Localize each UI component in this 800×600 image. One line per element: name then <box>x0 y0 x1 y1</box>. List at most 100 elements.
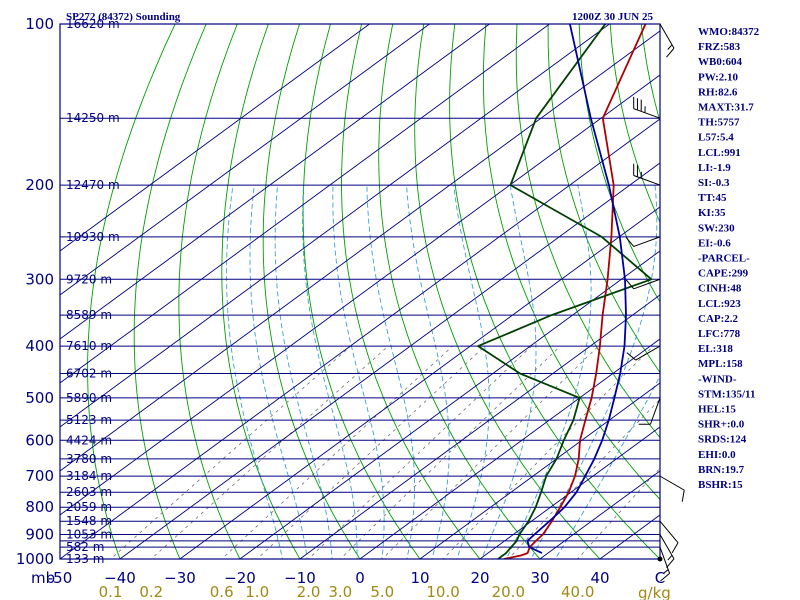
index-line: KI:35 <box>698 207 726 219</box>
index-line: -WIND- <box>698 373 737 385</box>
wind-barb-staff <box>633 278 661 290</box>
isotherm <box>60 30 660 472</box>
plot-frame <box>59 23 661 560</box>
mixing-ratio-line <box>442 345 654 559</box>
pressure-tick-label: 500 <box>25 389 54 407</box>
moist-adiabat <box>481 185 537 559</box>
isotherm <box>60 74 660 516</box>
mixing-ratio-tick-label: 0.6 <box>210 583 234 600</box>
index-line: EHI:0.0 <box>698 449 736 461</box>
temperature-tick-label: 20 <box>470 569 489 587</box>
height-label: 16620 m <box>66 17 120 31</box>
wind-barb-staff <box>659 23 675 49</box>
index-line: HEL:15 <box>698 404 736 416</box>
dewpoint-trace <box>477 24 653 559</box>
mixing-ratio-tick-label: 0.2 <box>139 583 163 600</box>
dry-adiabat <box>302 24 421 559</box>
index-line: TT:45 <box>698 192 727 204</box>
wind-barb-flag <box>626 352 637 361</box>
wind-barb-staff <box>659 475 685 491</box>
moist-adiabat <box>366 185 415 559</box>
mixing-ratio-line <box>381 345 599 559</box>
height-label: 8589 m <box>66 308 112 322</box>
temperature-tick-label: −30 <box>164 569 196 587</box>
moist-adiabat <box>530 185 658 559</box>
wind-barbs <box>625 23 685 582</box>
wind-barb-flag <box>666 47 675 58</box>
isotherm <box>60 24 550 384</box>
wind-barb-flag <box>681 490 685 502</box>
wind-barb-flag <box>666 558 675 569</box>
wind-barb <box>633 96 661 119</box>
wind-barb-half <box>662 569 669 574</box>
wind-barb <box>625 236 661 247</box>
wind-barb-half <box>667 44 673 50</box>
wind-barb-flag <box>625 237 635 247</box>
height-label: 3780 m <box>66 452 112 466</box>
temperature-tick-label: 0 <box>355 569 365 587</box>
height-label: 3184 m <box>66 469 112 483</box>
mixing-ratio-line <box>150 345 389 559</box>
height-label: 2603 m <box>66 485 112 499</box>
mixing-ratio-tick-label: 2.0 <box>297 583 321 600</box>
isotherms <box>60 24 660 559</box>
pressure-tick-labels: 100 200 300 400 500 600 700 800 900 1000 <box>16 15 54 568</box>
mixing-ratio-tick-label: 10.0 <box>426 583 459 600</box>
moist-adiabat <box>505 185 592 559</box>
wind-barb-flag <box>671 542 679 554</box>
index-line: MAXT:31.7 <box>698 102 754 114</box>
wind-barb-staff <box>659 520 679 544</box>
dry-adiabat <box>578 24 660 303</box>
isotherm <box>599 514 660 559</box>
mixing-ratio-unit: g/kg <box>638 584 671 600</box>
isotherm <box>479 426 660 559</box>
wind-barb <box>626 345 661 361</box>
wind-barb-half <box>667 554 673 561</box>
height-label: 14250 m <box>66 111 120 125</box>
pressure-tick-label: 200 <box>25 176 54 194</box>
dry-adiabat <box>87 24 176 559</box>
index-line: WMO:84372 <box>698 26 760 38</box>
mixing-ratio-tick-label: 0.1 <box>99 583 123 600</box>
y-axis-unit: mb <box>31 569 55 587</box>
isotherm <box>239 250 660 559</box>
mixing-ratio-line <box>256 345 486 559</box>
chart-title: SP272 (84372) Sounding <box>66 11 181 23</box>
temperature-trace <box>503 24 647 559</box>
dry-adiabat <box>547 24 660 374</box>
height-label: 12470 m <box>66 178 120 192</box>
index-line: RH:82.6 <box>698 86 738 98</box>
index-line: TH:5757 <box>698 117 740 129</box>
wind-barb <box>659 546 671 582</box>
index-line: STM:135/11 <box>698 388 755 400</box>
index-line: EI:-0.6 <box>698 237 731 249</box>
moist-adiabat <box>554 375 660 559</box>
wind-barb-staff <box>635 345 661 361</box>
index-line: EL:318 <box>698 343 733 355</box>
index-line: BRN:19.7 <box>698 464 745 476</box>
height-label: 2059 m <box>66 500 112 514</box>
dry-adiabat <box>414 24 601 559</box>
chart-datetime: 1200Z 30 JUN 25 <box>572 11 653 23</box>
temperature-tick-label: 40 <box>590 569 609 587</box>
isotherm <box>60 24 490 340</box>
height-label: 1548 m <box>66 514 112 528</box>
mixing-ratio-line <box>577 467 660 559</box>
wind-barb-flag <box>660 573 670 582</box>
temperature-tick-label: 30 <box>530 569 549 587</box>
pressure-tick-label: 900 <box>25 526 54 544</box>
temperature-tick-label: 10 <box>410 569 429 587</box>
wind-barb-staff <box>659 534 675 560</box>
pressure-tick-label: 800 <box>25 498 54 516</box>
moist-adiabat <box>249 185 308 559</box>
index-line: L57:5.4 <box>698 132 734 144</box>
parcel-trace <box>526 24 627 554</box>
moist-adiabat <box>332 185 385 559</box>
mixing-ratio-line <box>307 345 532 559</box>
indices-panel: WMO:84372 FRZ:583 WB0:604 PW:2.10 RH:82.6 MAX… <box>698 26 760 491</box>
index-line: SW:230 <box>698 222 735 234</box>
mixing-ratio-tick-label: 40.0 <box>561 583 594 600</box>
moist-adiabat <box>302 185 358 559</box>
isotherm <box>359 338 660 559</box>
